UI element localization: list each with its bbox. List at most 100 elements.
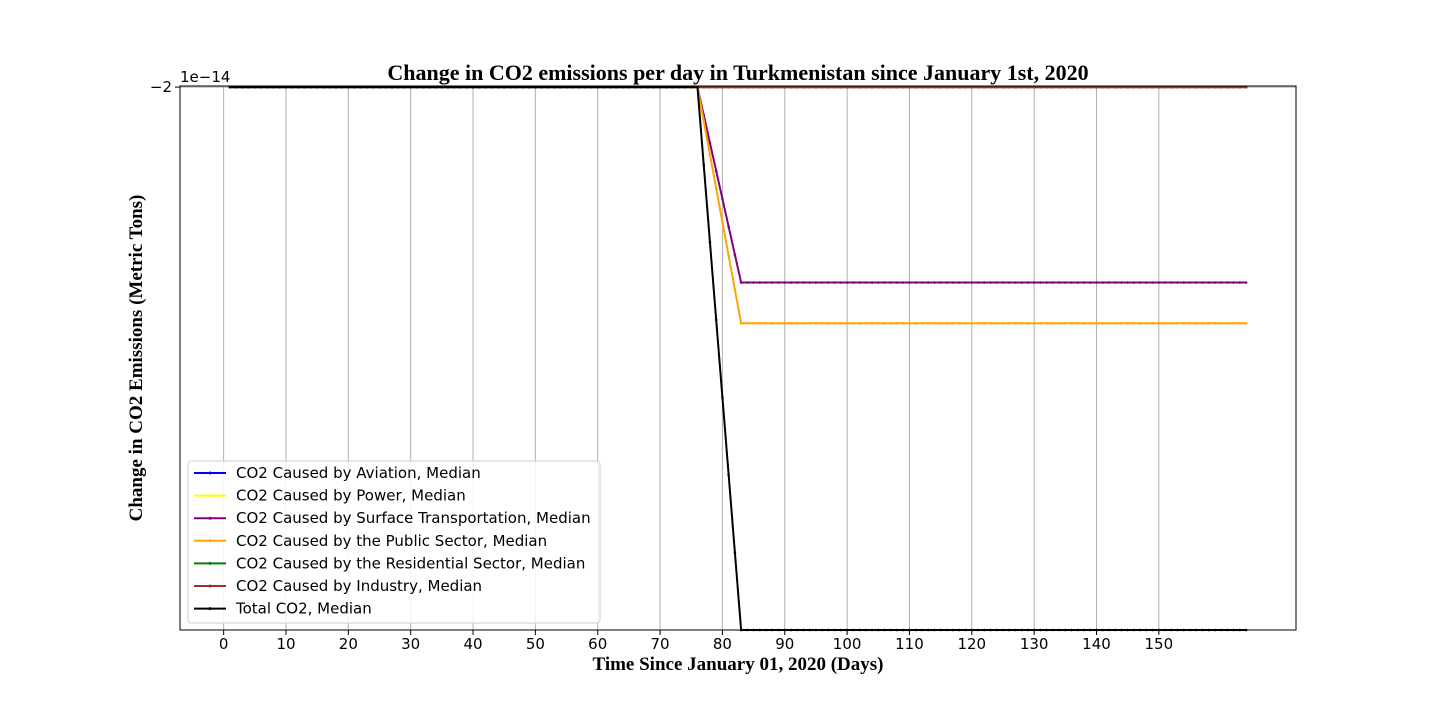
series-point xyxy=(839,321,843,325)
series-point xyxy=(995,321,999,325)
series-point xyxy=(1014,321,1017,325)
series-point xyxy=(1088,321,1092,325)
series-point xyxy=(802,321,805,325)
series-point xyxy=(951,281,955,284)
legend-label: CO2 Caused by Industry, Median xyxy=(236,577,482,595)
series-point xyxy=(764,281,768,284)
series-point xyxy=(1032,321,1036,325)
series-point xyxy=(721,197,724,201)
series-point xyxy=(908,321,911,325)
series-point xyxy=(945,281,949,284)
series-point xyxy=(727,473,730,477)
series-point xyxy=(883,321,886,325)
series-point xyxy=(1057,321,1061,325)
series-point xyxy=(1194,321,1198,325)
series-point xyxy=(727,254,730,258)
series-point xyxy=(895,321,899,325)
series-point xyxy=(727,225,730,228)
series-point xyxy=(833,281,836,284)
series-point xyxy=(889,321,893,325)
series-point xyxy=(820,321,824,325)
series-point xyxy=(895,281,899,284)
series-point xyxy=(789,321,793,325)
series-point xyxy=(876,321,880,325)
series-point xyxy=(1151,321,1154,325)
series-point xyxy=(914,281,917,284)
series-point xyxy=(758,281,762,284)
series-point xyxy=(814,321,818,325)
series-point xyxy=(1039,281,1042,284)
series-point xyxy=(1107,321,1111,325)
x-tick-label: 80 xyxy=(713,635,732,653)
series-point xyxy=(945,321,949,325)
series-point xyxy=(783,281,787,284)
plot-area-frame xyxy=(179,85,1297,631)
series-point xyxy=(982,281,986,284)
series-point xyxy=(1182,321,1186,325)
series-point xyxy=(1101,321,1105,325)
series-point xyxy=(733,288,737,291)
series-point xyxy=(770,321,774,325)
x-tick-label: 120 xyxy=(957,635,986,653)
legend-marker xyxy=(208,494,212,498)
series-point xyxy=(1001,321,1005,325)
x-tick-label: 50 xyxy=(526,635,545,653)
series-point xyxy=(1132,281,1136,284)
legend-marker xyxy=(208,584,212,588)
x-tick-label: 150 xyxy=(1145,635,1174,653)
legend-label: CO2 Caused by the Residential Sector, Me… xyxy=(236,554,585,572)
series-point xyxy=(920,321,924,325)
series-point xyxy=(1014,281,1017,284)
series-point xyxy=(864,321,868,325)
series-point xyxy=(827,281,830,284)
series-point xyxy=(708,153,712,156)
series-point xyxy=(901,281,905,284)
series-point xyxy=(1126,321,1129,325)
series-point xyxy=(1219,281,1223,284)
legend-frame xyxy=(187,460,601,624)
series-point xyxy=(883,281,886,284)
series-point xyxy=(951,321,955,325)
series-point xyxy=(702,119,706,123)
series-point xyxy=(1132,321,1136,325)
series-point xyxy=(976,321,980,325)
series-point xyxy=(1194,281,1198,284)
series-point xyxy=(989,281,992,284)
x-tick-label: 90 xyxy=(775,635,794,653)
series-point xyxy=(1051,321,1055,325)
series-point xyxy=(746,321,749,325)
legend-marker xyxy=(208,516,212,520)
series-point xyxy=(1201,281,1204,284)
series-point xyxy=(1007,321,1011,325)
series-point xyxy=(721,396,724,399)
series-point xyxy=(1238,321,1242,325)
series-point xyxy=(1207,321,1211,325)
grid-lines xyxy=(180,86,1296,630)
series-point xyxy=(714,169,718,173)
legend: CO2 Caused by Aviation, Median CO2 Caused… xyxy=(187,460,601,624)
series-point xyxy=(926,321,930,325)
series-point xyxy=(833,321,836,325)
x-tick-label: 10 xyxy=(276,635,295,653)
series-point xyxy=(1095,321,1098,325)
series-point xyxy=(739,281,743,284)
series-point xyxy=(733,551,737,554)
series-point xyxy=(889,281,893,284)
series-point xyxy=(1064,321,1067,325)
series-point xyxy=(845,321,849,325)
series-point xyxy=(1151,281,1154,284)
series-point xyxy=(1145,281,1148,284)
series-point xyxy=(1157,281,1161,284)
series-point xyxy=(1076,321,1080,325)
series-point xyxy=(1170,281,1173,284)
series-point xyxy=(839,281,843,284)
series-point xyxy=(1182,281,1186,284)
series-point xyxy=(1232,281,1235,284)
legend-label: CO2 Caused by Power, Median xyxy=(236,487,466,505)
series-point xyxy=(1176,281,1179,284)
series-point xyxy=(708,141,712,145)
series-point xyxy=(1188,321,1192,325)
series-point xyxy=(777,281,780,284)
x-tick-label: 40 xyxy=(463,635,482,653)
